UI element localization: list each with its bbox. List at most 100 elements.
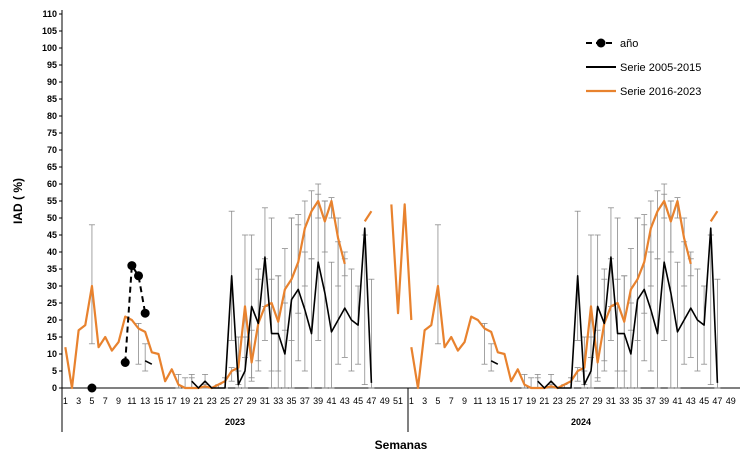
x-tick-label: 23 — [553, 396, 563, 406]
x-tick-label: 29 — [593, 396, 603, 406]
x-tick-label: 33 — [273, 396, 283, 406]
y-tick-label: 25 — [47, 298, 57, 308]
y-tick-label: 95 — [47, 60, 57, 70]
y-tick-label: 40 — [47, 247, 57, 257]
legend-label-2016-2023: Serie 2016-2023 — [620, 86, 701, 98]
x-tick-label: 9 — [116, 396, 121, 406]
y-tick-label: 50 — [47, 213, 57, 223]
series-ano-point — [140, 308, 150, 318]
series-ano-point — [127, 261, 137, 271]
legend-label-ano: año — [620, 38, 638, 50]
x-tick-label: 15 — [153, 396, 163, 406]
x-tick-label: 47 — [712, 396, 722, 406]
series-ano-point — [134, 271, 144, 281]
series-2016-2023-line — [64, 199, 346, 390]
series-2005-2015-line — [144, 360, 153, 365]
y-tick-label: 30 — [47, 281, 57, 291]
x-tick-label: 25 — [220, 396, 230, 406]
legend-ano-marker — [596, 38, 606, 48]
series-2016-2023-line — [390, 203, 413, 321]
x-tick-label: 39 — [313, 396, 323, 406]
y-tick-label: 80 — [47, 111, 57, 121]
y-tick-label: 110 — [42, 9, 57, 19]
x-tick-label: 49 — [380, 396, 390, 406]
x-tick-label: 43 — [686, 396, 696, 406]
y-tick-label: 5 — [52, 366, 57, 376]
x-tick-label: 5 — [435, 396, 440, 406]
x-tick-label: 19 — [180, 396, 190, 406]
y-tick-label: 10 — [47, 349, 57, 359]
y-tick-label: 65 — [47, 162, 57, 172]
x-tick-label: 23 — [207, 396, 217, 406]
series-ano-point — [87, 383, 97, 393]
x-tick-label: 33 — [619, 396, 629, 406]
x-tick-label: 21 — [539, 396, 549, 406]
series-2005-2015-line — [537, 227, 719, 389]
year-label: 2024 — [571, 417, 591, 427]
x-tick-label: 47 — [366, 396, 376, 406]
x-tick-label: 13 — [486, 396, 496, 406]
x-tick-label: 15 — [499, 396, 509, 406]
x-tick-label: 31 — [606, 396, 616, 406]
x-tick-label: 5 — [89, 396, 94, 406]
year-label: 2023 — [225, 417, 245, 427]
legend: año Serie 2005-2015 Serie 2016-2023 — [586, 38, 701, 98]
x-tick-label: 19 — [526, 396, 536, 406]
labels-layer: 0510152025303540455055606570758085909510… — [11, 9, 736, 452]
y-tick-label: 100 — [42, 43, 57, 53]
x-tick-label: 45 — [699, 396, 709, 406]
x-tick-label: 3 — [76, 396, 81, 406]
x-tick-label: 1 — [409, 396, 414, 406]
x-tick-label: 43 — [340, 396, 350, 406]
x-tick-label: 3 — [422, 396, 427, 406]
x-tick-label: 37 — [300, 396, 310, 406]
x-tick-label: 35 — [287, 396, 297, 406]
y-tick-label: 0 — [52, 383, 57, 393]
x-tick-label: 51 — [393, 396, 403, 406]
series-layer — [64, 199, 719, 393]
y-tick-label: 15 — [47, 332, 57, 342]
y-tick-label: 35 — [47, 264, 57, 274]
x-tick-label: 27 — [233, 396, 243, 406]
x-tick-label: 29 — [247, 396, 257, 406]
y-tick-label: 90 — [47, 77, 57, 87]
x-tick-label: 49 — [726, 396, 736, 406]
y-tick-label: 70 — [47, 145, 57, 155]
x-tick-label: 31 — [260, 396, 270, 406]
x-tick-label: 11 — [473, 396, 482, 406]
series-2016-2023-line — [709, 210, 719, 223]
series-2016-2023-line — [410, 199, 692, 390]
x-tick-label: 7 — [103, 396, 108, 406]
x-tick-label: 41 — [326, 396, 336, 406]
x-tick-label: 1 — [63, 396, 68, 406]
x-tick-label: 17 — [167, 396, 177, 406]
x-tick-label: 17 — [513, 396, 523, 406]
x-tick-label: 9 — [462, 396, 467, 406]
x-tick-label: 45 — [353, 396, 363, 406]
x-tick-label: 39 — [659, 396, 669, 406]
x-tick-label: 7 — [449, 396, 454, 406]
series-ano-point — [120, 358, 130, 367]
y-tick-label: 55 — [47, 196, 57, 206]
x-tick-label: 41 — [672, 396, 682, 406]
series-2005-2015-line — [191, 227, 373, 389]
series-ano-line — [124, 262, 147, 363]
series-2005-2015-line — [490, 360, 499, 365]
y-axis-title: IAD ( %) — [11, 178, 25, 224]
y-tick-label: 45 — [47, 230, 57, 240]
x-tick-label: 11 — [127, 396, 136, 406]
x-tick-label: 27 — [579, 396, 589, 406]
legend-label-2005-2015: Serie 2005-2015 — [620, 62, 701, 74]
x-axis-title: Semanas — [375, 438, 428, 452]
x-tick-label: 35 — [633, 396, 643, 406]
y-tick-label: 75 — [47, 128, 57, 138]
x-tick-label: 25 — [566, 396, 576, 406]
x-tick-label: 37 — [646, 396, 656, 406]
x-tick-label: 21 — [193, 396, 203, 406]
y-tick-label: 60 — [47, 179, 57, 189]
series-2016-2023-line — [363, 210, 373, 223]
y-tick-label: 85 — [47, 94, 57, 104]
y-tick-label: 105 — [42, 26, 57, 36]
